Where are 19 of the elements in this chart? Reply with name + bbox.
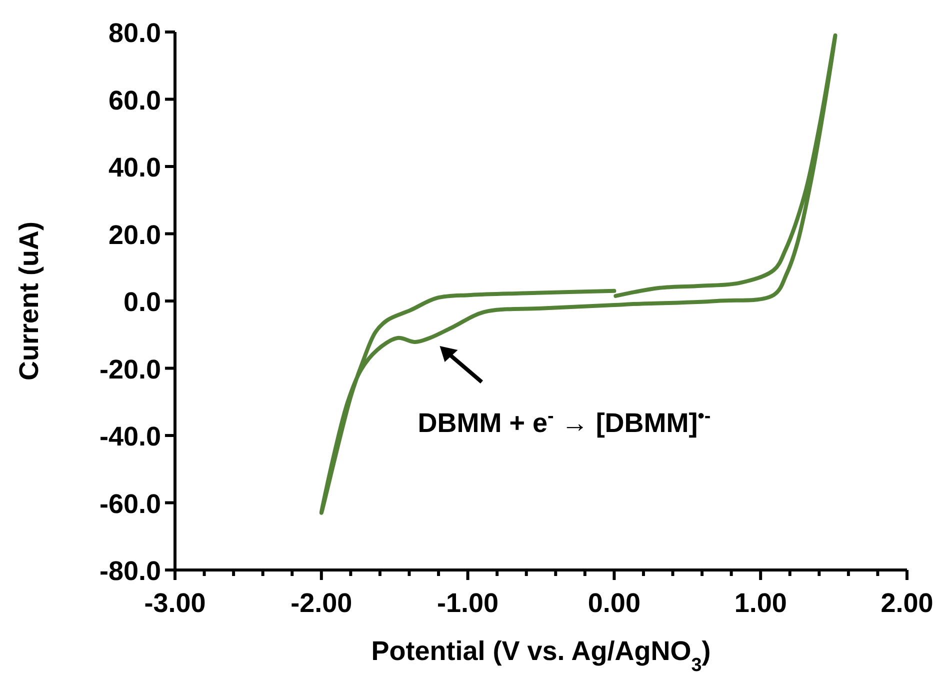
y-tick-label: -40.0 [99,422,161,452]
x-tick-label: -1.00 [437,588,499,618]
x-tick-label: -2.00 [290,588,352,618]
y-tick-label: 60.0 [108,85,161,116]
x-axis-title: Potential (V vs. Ag/AgNO$_{3}$) [371,636,711,676]
y-tick-label: -60.0 [99,488,161,519]
x-tick-label: -3.00 [144,588,206,618]
line-series [319,33,838,515]
y-tick-label: -20.0 [99,354,161,384]
y-axis-title: Current (uA) [14,222,44,380]
annotation: DBMM + e$^{-}$ → [DBMM]$^{•-}$ [418,405,711,438]
y-tick-label: 40.0 [108,152,161,182]
y-tick-label: 20.0 [108,220,161,250]
x-tick-label: 2.00 [880,588,934,618]
y-tick-label: -80.0 [99,556,161,586]
y-tick-label: 80.0 [108,18,161,48]
y-tick-label: 0.0 [123,287,161,317]
x-tick-label: 1.00 [734,588,787,618]
x-tick-label: 0.00 [588,588,640,618]
